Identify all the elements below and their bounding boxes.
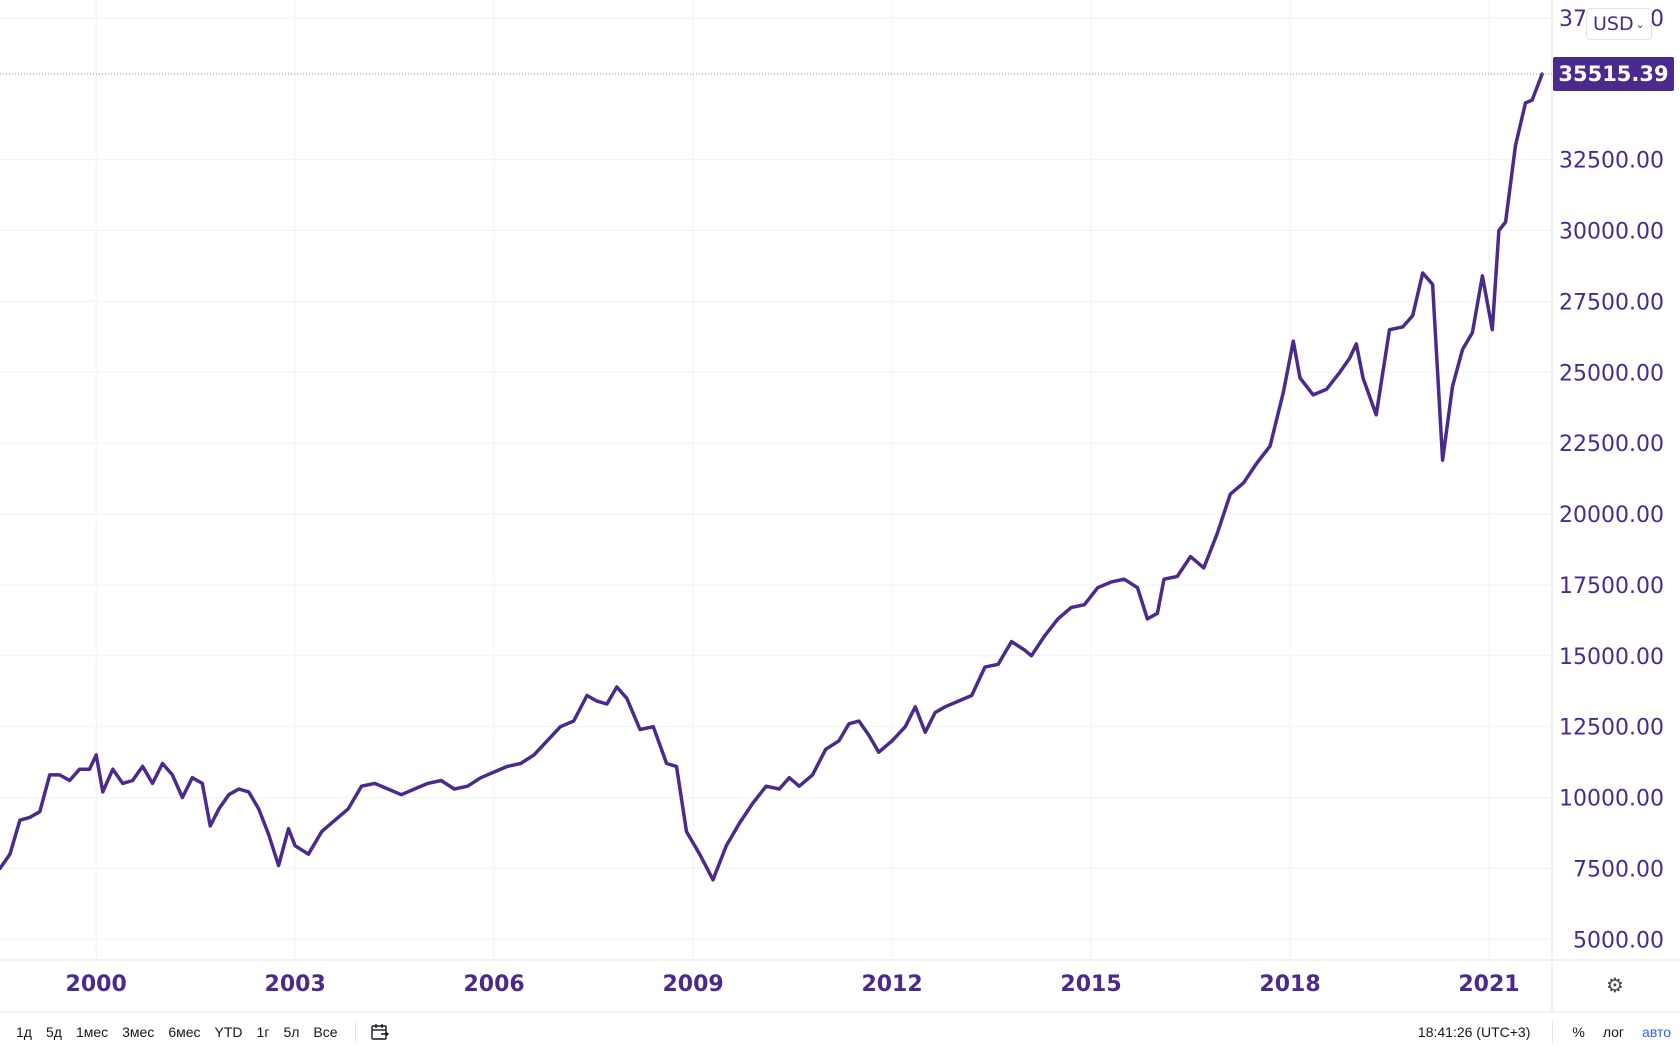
time-axis: 2000 2003 2006 2009 2012 2015 2018 2021 <box>66 972 1520 997</box>
price-axis-label: 17500.00 <box>1559 574 1664 599</box>
price-axis-label: 30000.00 <box>1559 220 1664 245</box>
toolbar-right: 18:41:26 (UTC+3) % лог авто <box>1406 1014 1680 1050</box>
last-price-label: 35515.39 <box>1553 57 1674 92</box>
clock-display[interactable]: 18:41:26 (UTC+3) <box>1417 1024 1531 1040</box>
time-axis-label: 2012 <box>861 972 922 997</box>
chevron-down-icon: ⌄ <box>1635 17 1645 31</box>
price-axis-label: 27500.00 <box>1559 290 1664 315</box>
range-button-3m[interactable]: 3мес <box>122 1024 155 1040</box>
bottom-toolbar: 1д 5д 1мес 3мес 6мес YTD 1г 5л Все 18:41… <box>0 1014 1680 1050</box>
price-axis-label: 12500.00 <box>1559 716 1664 741</box>
range-button-5d[interactable]: 5д <box>45 1024 62 1040</box>
range-button-1m[interactable]: 1мес <box>75 1024 109 1040</box>
price-axis-label: 25000.00 <box>1559 361 1664 386</box>
range-button-1d[interactable]: 1д <box>16 1024 32 1040</box>
price-axis-label: 7500.00 <box>1573 857 1664 882</box>
log-scale-button[interactable]: лог <box>1602 1024 1625 1040</box>
auto-scale-button[interactable]: авто <box>1642 1024 1671 1040</box>
time-axis-label: 2003 <box>265 972 326 997</box>
currency-dropdown[interactable]: USD ⌄ <box>1586 8 1652 40</box>
price-axis: 5000.00 7500.00 10000.00 12500.00 15000.00 17… <box>1559 7 1664 953</box>
range-button-6m[interactable]: 6мес <box>168 1024 201 1040</box>
percent-scale-button[interactable]: % <box>1572 1024 1585 1040</box>
currency-label: USD <box>1593 13 1634 35</box>
calendar-icon[interactable] <box>366 1023 394 1041</box>
price-line-series <box>0 72 1552 882</box>
range-button-1y[interactable]: 1г <box>256 1024 270 1040</box>
toolbar-divider <box>1552 1021 1554 1043</box>
price-axis-label: 10000.00 <box>1559 787 1664 812</box>
time-axis-label: 2006 <box>464 972 525 997</box>
price-axis-label: 20000.00 <box>1559 503 1664 528</box>
toolbar-divider <box>354 1021 356 1043</box>
price-axis-label: 15000.00 <box>1559 645 1664 670</box>
chart-grid <box>0 0 1552 960</box>
range-buttons: 1д 5д 1мес 3мес 6мес YTD 1г 5л Все <box>0 1024 345 1040</box>
time-axis-label: 2009 <box>662 972 723 997</box>
price-axis-label: 32500.00 <box>1559 149 1664 174</box>
range-button-ytd[interactable]: YTD <box>214 1024 243 1040</box>
gear-icon[interactable]: ⚙ <box>1606 974 1624 997</box>
range-button-5y[interactable]: 5л <box>283 1024 300 1040</box>
time-axis-label: 2018 <box>1259 972 1320 997</box>
time-axis-label: 2021 <box>1458 972 1519 997</box>
time-axis-label: 2015 <box>1060 972 1121 997</box>
time-axis-label: 2000 <box>66 972 127 997</box>
price-axis-label: 5000.00 <box>1573 928 1664 953</box>
range-button-all[interactable]: Все <box>313 1024 338 1040</box>
price-axis-label: 22500.00 <box>1559 432 1664 457</box>
price-series-line <box>0 72 1544 882</box>
